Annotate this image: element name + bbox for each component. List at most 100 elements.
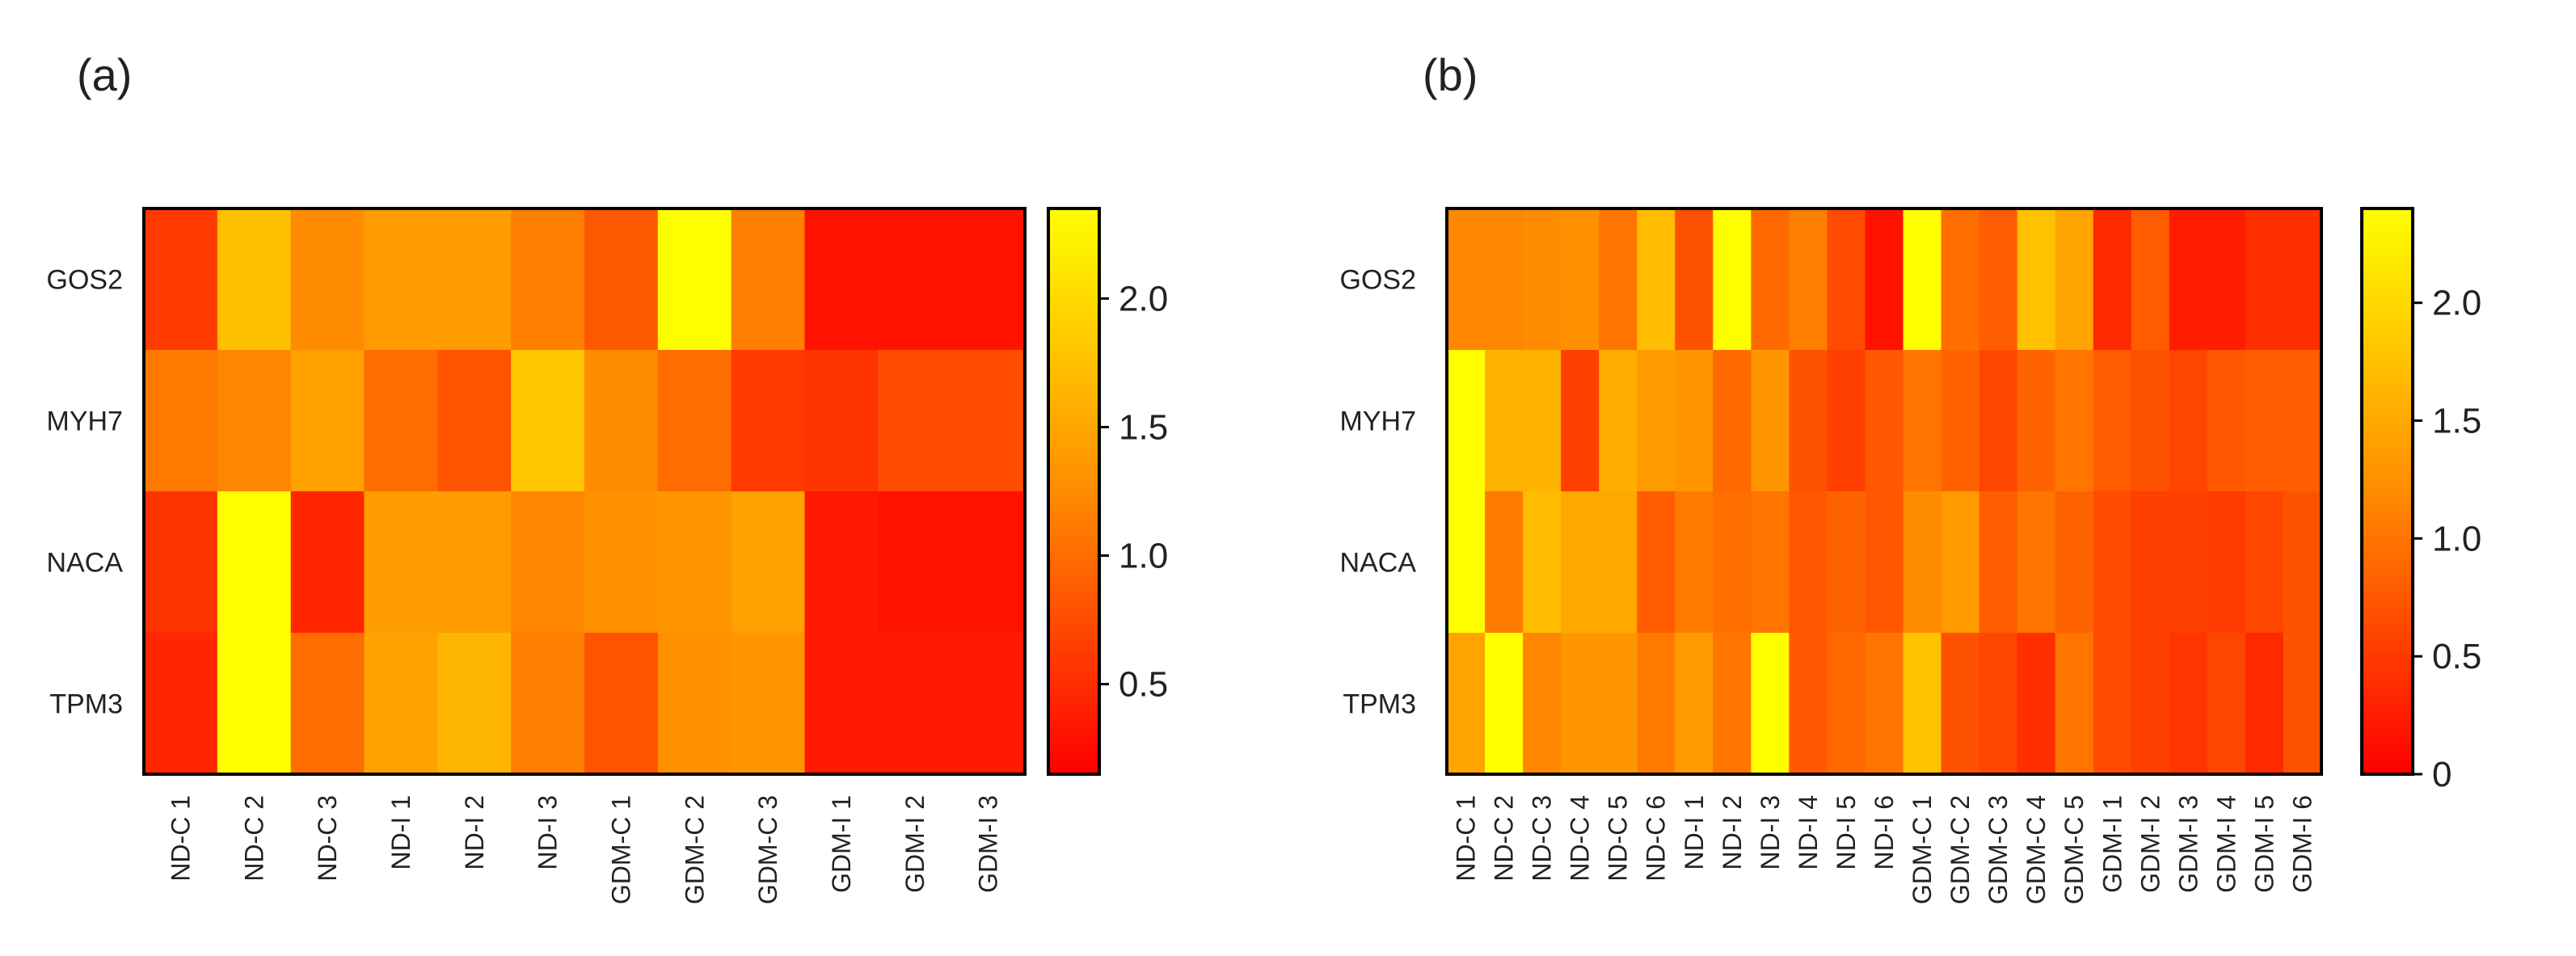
- column-label: GDM-I 5: [2249, 795, 2279, 893]
- colorbar-tick-label: 0.5: [1119, 665, 1168, 705]
- column-label: GDM-I 2: [2135, 795, 2165, 893]
- column-label: ND-I 4: [1794, 795, 1823, 870]
- heatmap-cell: [1599, 633, 1638, 775]
- heatmap-cell: [2093, 491, 2132, 634]
- panel-label: (b): [1423, 49, 1478, 100]
- heatmap-cell: [2055, 633, 2094, 775]
- heatmap-cell: [2131, 633, 2170, 775]
- heatmap-cell: [1675, 208, 1714, 351]
- column-label: ND-I 3: [533, 795, 563, 870]
- heatmap-cell: [2131, 491, 2170, 634]
- heatmap-cell: [1903, 208, 1942, 351]
- heatmap-cell: [2055, 350, 2094, 492]
- heatmap-cell: [2169, 350, 2208, 492]
- heatmap-cell: [1941, 350, 1980, 492]
- column-label: ND-C 6: [1642, 795, 1671, 882]
- heatmap-cell: [1713, 491, 1752, 634]
- colorbar-tick-label: 1.5: [1119, 408, 1168, 448]
- column-label: ND-C 2: [1490, 795, 1519, 882]
- heatmap-cell: [290, 633, 365, 775]
- heatmap-cell: [1713, 350, 1752, 492]
- heatmap-cell: [217, 491, 292, 634]
- heatmap-cell: [1827, 208, 1866, 351]
- heatmap-cell: [1979, 350, 2018, 492]
- heatmap-cell: [1447, 208, 1486, 351]
- heatmap-cell: [1675, 350, 1714, 492]
- heatmap-cell: [144, 491, 218, 634]
- heatmap-cell: [1979, 633, 2018, 775]
- heatmap-cell: [1865, 208, 1904, 351]
- column-label: GDM-C 2: [680, 795, 709, 904]
- column-label: ND-I 1: [386, 795, 415, 870]
- colorbar-tick-label: 1.0: [1119, 537, 1168, 576]
- heatmap-cell: [731, 491, 806, 634]
- heatmap-cell: [2131, 208, 2170, 351]
- column-label: GDM-I 6: [2288, 795, 2317, 893]
- heatmap-cell: [951, 350, 1026, 492]
- heatmap-cell: [364, 633, 438, 775]
- heatmap-cell: [657, 491, 732, 634]
- heatmap-cell: [731, 350, 806, 492]
- panel-a: (a) GOS2 MYH7 NACA TPM3 ND-C 1 ND-C 2 ND-C 3 ND-…: [47, 49, 1169, 904]
- row-label: MYH7: [47, 406, 123, 437]
- heatmap-cell: [878, 208, 952, 351]
- heatmap-cell: [1751, 491, 1790, 634]
- heatmap-cell: [1637, 350, 1676, 492]
- heatmap-cell: [951, 633, 1026, 775]
- colorbar-tick-label: 0.5: [2432, 637, 2481, 676]
- heatmap-cell: [1523, 350, 1562, 492]
- column-label: ND-C 5: [1604, 795, 1633, 882]
- heatmap-cell: [1485, 633, 1524, 775]
- column-label: ND-C 3: [313, 795, 342, 882]
- heatmap-cell: [878, 491, 952, 634]
- heatmap-cell: [2207, 350, 2246, 492]
- heatmap-cell: [144, 208, 218, 351]
- heatmap-cell: [2283, 633, 2322, 775]
- heatmap-cell: [2207, 491, 2246, 634]
- heatmap-cell: [290, 491, 365, 634]
- heatmap-cell: [657, 633, 732, 775]
- heatmap-cell: [1903, 491, 1942, 634]
- heatmap-cell: [2093, 633, 2132, 775]
- column-label: ND-C 1: [1452, 795, 1481, 882]
- heatmap-cell: [1865, 633, 1904, 775]
- panel-label: (a): [77, 49, 132, 100]
- heatmap-cell: [217, 350, 292, 492]
- heatmap-cell: [1523, 208, 1562, 351]
- heatmap-cell: [1637, 633, 1676, 775]
- heatmap-cell: [2283, 208, 2322, 351]
- heatmap-cell: [657, 350, 732, 492]
- heatmap-cell: [364, 491, 438, 634]
- heatmap-cell: [1751, 350, 1790, 492]
- heatmap-cell: [657, 208, 732, 351]
- column-label: ND-I 3: [1756, 795, 1785, 870]
- heatmap-cell: [437, 491, 512, 634]
- heatmap-cell: [1751, 208, 1790, 351]
- column-label: GDM-C 5: [2060, 795, 2089, 904]
- heatmap-cell: [1599, 208, 1638, 351]
- column-label: GDM-C 3: [1984, 795, 2013, 904]
- heatmap-cell: [1941, 208, 1980, 351]
- heatmap-cell: [1941, 633, 1980, 775]
- heatmap-cell: [1941, 491, 1980, 634]
- heatmap-cell: [731, 208, 806, 351]
- heatmap-cell: [2207, 208, 2246, 351]
- heatmap-cell: [1827, 491, 1866, 634]
- heatmap-cell: [290, 208, 365, 351]
- heatmap-cell: [1485, 208, 1524, 351]
- heatmap-cell: [1561, 208, 1600, 351]
- heatmap-cell: [1637, 208, 1676, 351]
- colorbar-tick-label: 0: [2432, 755, 2452, 794]
- heatmap-cell: [1789, 491, 1828, 634]
- heatmap-cell: [1523, 491, 1562, 634]
- column-label: ND-I 1: [1680, 795, 1709, 870]
- heatmap-cell: [1789, 350, 1828, 492]
- heatmap-cell: [1979, 491, 2018, 634]
- heatmap-cell: [2245, 350, 2284, 492]
- heatmap-cell: [584, 633, 659, 775]
- colorbar-tick-label: 2.0: [2432, 284, 2481, 323]
- colorbar-tick-label: 1.5: [2432, 402, 2481, 441]
- heatmap-cell: [1979, 208, 2018, 351]
- heatmap-cell: [511, 350, 585, 492]
